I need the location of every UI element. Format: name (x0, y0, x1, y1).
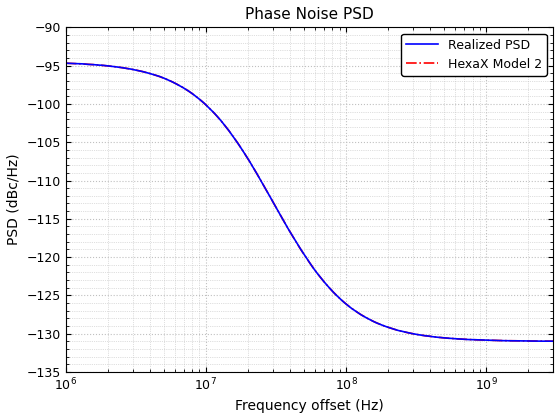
Realized PSD (488, 338, 494, 343)
HexaX Model 2 (118, 65, 125, 70)
Realized PSD (541, 339, 548, 344)
HexaX Model 2 (270, 201, 277, 206)
Legend: Realized PSD, HexaX Model 2: Realized PSD, HexaX Model 2 (402, 34, 547, 76)
Line: HexaX Model 2: HexaX Model 2 (66, 63, 553, 341)
Title: Phase Noise PSD: Phase Noise PSD (245, 7, 374, 22)
Realized PSD (270, 201, 277, 206)
HexaX Model 2 (147, 71, 153, 76)
HexaX Model 2 (249, 164, 256, 169)
HexaX Model 2 (62, 60, 69, 66)
HexaX Model 2 (488, 338, 494, 343)
Realized PSD (62, 60, 69, 66)
X-axis label: Frequency offset (Hz): Frequency offset (Hz) (235, 399, 384, 413)
HexaX Model 2 (540, 339, 547, 344)
Realized PSD (147, 71, 153, 76)
Realized PSD (540, 339, 547, 344)
HexaX Model 2 (550, 339, 557, 344)
Realized PSD (550, 339, 557, 344)
Realized PSD (118, 65, 125, 70)
Realized PSD (249, 164, 256, 169)
Y-axis label: PSD (dBc/Hz): PSD (dBc/Hz) (7, 154, 21, 245)
Line: Realized PSD: Realized PSD (66, 63, 553, 341)
